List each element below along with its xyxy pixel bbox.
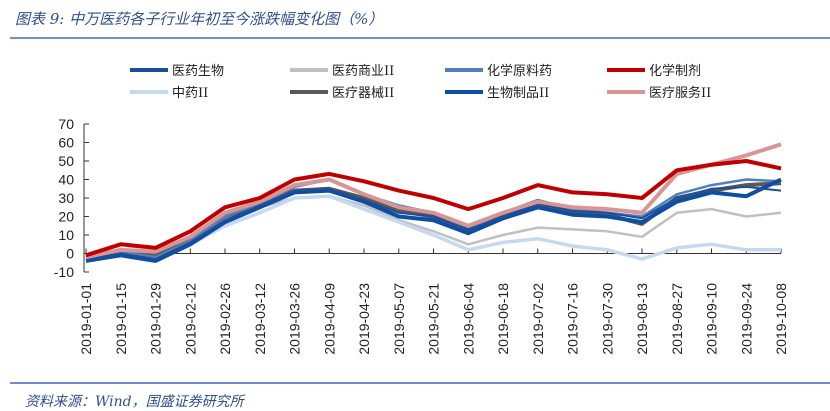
y-tick-label: 10	[58, 227, 74, 243]
legend-label: 化学制剂	[649, 63, 701, 79]
x-tick-label: 2019-04-23	[356, 283, 372, 355]
y-tick-label: 0	[66, 246, 74, 262]
x-tick-label: 2019-07-02	[530, 283, 546, 355]
x-tick-label: 2019-06-18	[495, 283, 511, 355]
series-line-4	[85, 177, 782, 263]
figure-title: 图表 9: 中万医药各子行业年初至今涨跌幅变化图（%）	[15, 10, 384, 28]
x-tick-label: 2019-03-26	[287, 283, 303, 355]
legend-label: 医药商业II	[332, 64, 394, 79]
bottom-rule	[10, 382, 830, 384]
y-tick-label: 40	[58, 172, 74, 188]
x-tick-label: 2019-08-27	[669, 283, 685, 355]
legend-item: 医药生物	[130, 64, 224, 79]
x-tick-label: 2019-09-10	[704, 283, 720, 355]
x-tick-label: 2019-03-12	[252, 283, 268, 355]
x-tick-label: 2019-02-26	[217, 283, 233, 355]
x-tick-label: 2019-08-13	[634, 283, 650, 355]
x-tick-label: 2019-06-04	[460, 283, 476, 355]
series-line-7	[85, 159, 782, 258]
y-tick-label: 60	[58, 135, 74, 151]
x-tick-label: 2019-09-24	[738, 283, 754, 355]
legend-item: 生物制品II	[445, 86, 549, 101]
x-tick-label: 2019-07-16	[565, 283, 581, 355]
x-tick-label: 2019-04-09	[321, 283, 337, 355]
x-tick-label: 2019-01-01	[78, 283, 94, 355]
x-tick-label: 2019-01-29	[148, 283, 164, 355]
x-tick-label: 2019-05-21	[426, 283, 442, 355]
legend-item: 医药商业II	[290, 64, 394, 79]
x-tick-label: 2019-05-07	[391, 283, 407, 355]
x-tick-label: 2019-02-12	[182, 283, 198, 355]
y-tick-label: 70	[58, 116, 74, 132]
legend-label: 化学原料药	[487, 63, 552, 79]
legend-label: 医药生物	[172, 64, 224, 79]
x-tick-label: 2019-10-08	[773, 283, 789, 355]
legend-item: 化学制剂	[607, 63, 701, 79]
y-tick-label: 20	[58, 209, 74, 225]
legend-label: 医疗服务II	[649, 85, 711, 101]
legend-item: 医疗服务II	[607, 85, 711, 101]
x-tick-label: 2019-07-30	[599, 283, 615, 355]
legend-label: 生物制品II	[487, 86, 549, 101]
legend-label: 医疗器械II	[332, 86, 394, 101]
y-tick-label: -10	[54, 264, 74, 280]
x-tick-label: 2019-01-15	[113, 283, 129, 355]
y-tick-label: 30	[58, 190, 74, 206]
series-line-5	[85, 185, 782, 261]
legend-item: 医疗器械II	[290, 86, 394, 101]
legend-item: 化学原料药	[445, 63, 552, 79]
legend-item: 中药II	[130, 86, 208, 101]
source-note: 资料来源：Wind，国盛证券研究所	[25, 394, 244, 410]
legend-label: 中药II	[172, 86, 208, 101]
top-rule	[10, 37, 830, 39]
series-line-6	[85, 142, 782, 260]
y-tick-label: 50	[58, 153, 74, 169]
